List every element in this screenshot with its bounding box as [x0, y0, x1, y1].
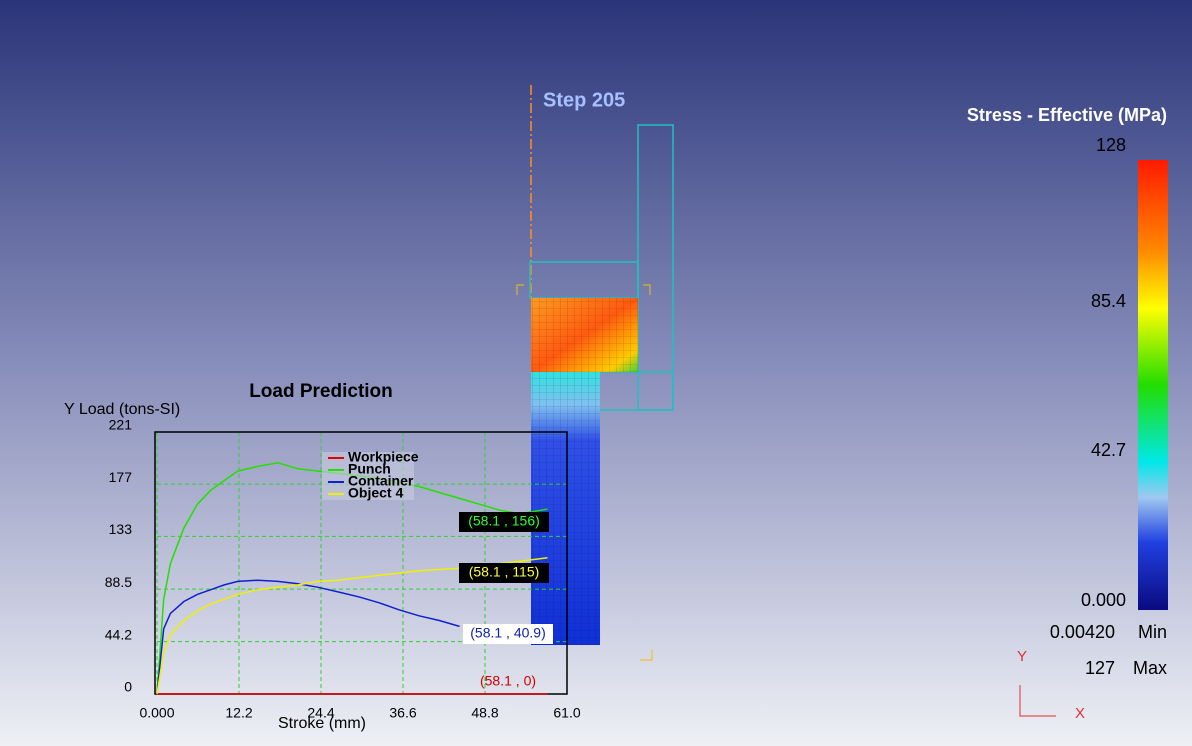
colorbar-title: Stress - Effective (MPa)	[967, 105, 1167, 125]
screen: Step 205 Stress - Effective (MPa) 128 85…	[0, 0, 1192, 746]
colorbar-label: 42.7	[1091, 440, 1126, 460]
y-tick-label: 44.2	[105, 626, 132, 642]
y-tick-label: 221	[109, 417, 133, 433]
max-label: Max	[1133, 658, 1167, 678]
x-tick-label: 12.2	[225, 705, 252, 721]
min-label: Min	[1138, 622, 1167, 642]
chart-title: Load Prediction	[249, 381, 393, 402]
axis-x-label: X	[1075, 705, 1085, 722]
y-axis-title: Y Load (tons-SI)	[64, 401, 180, 418]
axis-y-label: Y	[1017, 648, 1027, 665]
x-tick-label: 36.6	[389, 705, 416, 721]
colorbar	[1138, 160, 1168, 610]
y-tick-label: 88.5	[105, 574, 132, 590]
annotation: (58.1 , 0)	[480, 673, 536, 689]
min-value: 0.00420	[1050, 622, 1115, 642]
x-tick-label: 48.8	[471, 705, 498, 721]
y-tick-label: 0	[124, 679, 132, 695]
annotation: (58.1 , 115)	[469, 564, 540, 580]
max-value: 127	[1085, 658, 1115, 678]
annotation: (58.1 , 156)	[468, 513, 540, 529]
colorbar-label: 0.000	[1081, 590, 1126, 610]
y-tick-label: 133	[109, 521, 133, 537]
step-label: Step 205	[543, 89, 625, 111]
x-tick-label: 24.4	[307, 705, 334, 721]
colorbar-label: 128	[1096, 135, 1126, 155]
annotation: (58.1 , 40.9)	[470, 625, 546, 641]
colorbar-label: 85.4	[1091, 291, 1126, 311]
legend-label: Object 4	[348, 485, 403, 501]
x-tick-label: 61.0	[553, 705, 580, 721]
x-tick-label: 0.000	[139, 705, 174, 721]
y-tick-label: 177	[109, 469, 133, 485]
